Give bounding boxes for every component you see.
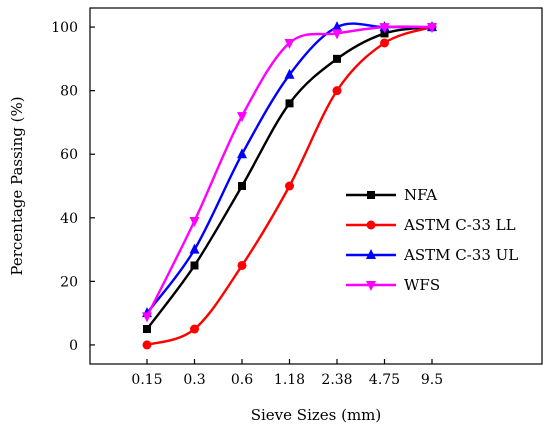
y-tick-label: 100: [51, 20, 78, 36]
plot-frame: [89, 7, 543, 365]
data-point: [379, 23, 390, 34]
data-point: [237, 112, 247, 123]
x-tick-label: 0.15: [131, 372, 162, 388]
legend-label: ASTM C-33 LL: [403, 216, 516, 234]
data-point: [332, 86, 342, 96]
y-tick-label: 0: [69, 338, 78, 354]
x-tick-label: 2.38: [321, 372, 352, 388]
legend-label: NFA: [404, 186, 437, 204]
data-point: [333, 54, 341, 63]
series-astm-c-33-ul: [142, 21, 437, 318]
data-point: [190, 324, 199, 334]
y-axis-title: Percentage Passing (%): [8, 96, 26, 275]
legend: NFA ASTM C-33 LL ASTM C-33 UL WFS: [346, 186, 518, 294]
data-point: [238, 182, 246, 190]
y-tick-label: 40: [60, 211, 78, 227]
y-tick-label: 60: [60, 147, 78, 163]
y-tick-label: 20: [60, 274, 78, 290]
data-point: [380, 29, 389, 38]
x-tick-label: 4.75: [369, 372, 400, 388]
legend-marker: [366, 220, 376, 230]
data-point: [285, 99, 294, 108]
x-tick-label: 0.3: [183, 372, 205, 388]
data-point: [190, 261, 199, 270]
data-point: [284, 38, 295, 49]
legend-marker: [366, 281, 376, 291]
series-layer: [142, 21, 437, 350]
legend-marker: [366, 249, 376, 259]
data-point: [380, 38, 389, 48]
data-point: [189, 243, 200, 254]
data-point: [237, 148, 247, 159]
data-point: [189, 216, 200, 227]
data-point: [427, 23, 437, 34]
data-point: [332, 29, 342, 40]
data-point: [332, 21, 342, 32]
data-point: [285, 181, 294, 191]
legend-marker: [367, 191, 375, 199]
data-point: [237, 260, 247, 270]
data-point: [142, 340, 152, 350]
x-axis-title: Sieve Sizes (mm): [251, 406, 382, 424]
x-axis-ticks: 0.15 0.3 0.6 1.18 2.38 4.75 9.5: [131, 359, 443, 388]
data-point: [143, 325, 151, 334]
y-tick-label: 80: [60, 84, 78, 100]
legend-label: ASTM C-33 UL: [403, 246, 518, 264]
data-point: [142, 312, 152, 323]
legend-label: WFS: [404, 276, 440, 294]
x-tick-label: 1.18: [274, 372, 305, 388]
x-tick-label: 0.6: [231, 372, 253, 388]
series-line: [146, 22, 432, 314]
series-wfs: [142, 23, 437, 323]
y-axis-ticks: 0 20 40 60 80 100: [51, 20, 95, 354]
data-point: [284, 68, 295, 79]
x-tick-label: 9.5: [421, 372, 443, 388]
